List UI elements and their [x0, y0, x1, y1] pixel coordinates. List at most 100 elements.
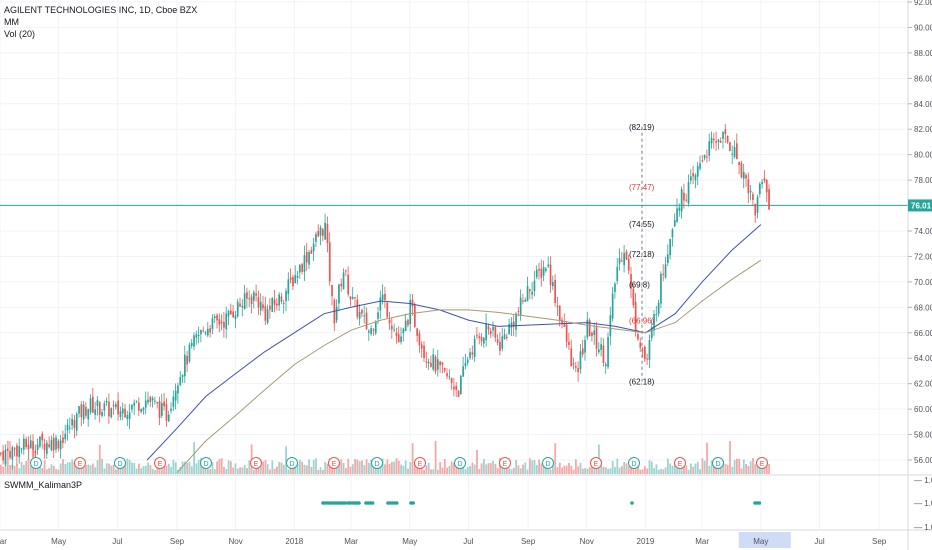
- candle-body: [706, 156, 708, 158]
- candle-body: [671, 229, 674, 238]
- event-marker-earnings[interactable]: E: [250, 457, 262, 469]
- event-marker-dividend[interactable]: D: [454, 457, 466, 469]
- candlesticks[interactable]: [0, 124, 770, 470]
- price-tick-label: 84.00: [914, 100, 932, 109]
- volume-bar: [547, 467, 550, 474]
- candle-body: [305, 251, 308, 263]
- volume-bar: [253, 469, 255, 474]
- candle-body: [768, 189, 770, 210]
- candle-body: [213, 316, 216, 319]
- candle-body: [36, 444, 39, 451]
- indicator-label[interactable]: SWMM_Kaliman3P: [4, 480, 83, 490]
- study-volume-label[interactable]: Vol (20): [4, 29, 36, 39]
- candle-body: [262, 304, 264, 309]
- candle-body: [570, 348, 573, 367]
- volume-bar: [542, 460, 545, 474]
- candle-body: [623, 253, 625, 266]
- candle-body: [358, 312, 361, 319]
- volume-bar: [616, 458, 619, 474]
- event-marker-earnings[interactable]: E: [154, 457, 166, 469]
- event-marker-label: D: [374, 461, 379, 468]
- event-marker-dividend[interactable]: D: [30, 457, 42, 469]
- volume-bar: [101, 458, 103, 474]
- candle-body: [282, 302, 285, 304]
- volume-bar: [190, 466, 193, 474]
- volume-bar: [315, 458, 317, 474]
- event-marker-earnings[interactable]: E: [756, 457, 768, 469]
- event-marker-dividend[interactable]: D: [200, 457, 212, 469]
- volume-bar: [653, 468, 655, 474]
- volume-bar: [595, 466, 598, 474]
- volume-bar: [432, 469, 435, 474]
- event-marker-dividend[interactable]: D: [286, 457, 298, 469]
- event-marker-dividend[interactable]: D: [712, 457, 724, 469]
- symbol-title[interactable]: AGILENT TECHNOLOGIES INC, 1D, Cboe BZX: [4, 5, 198, 15]
- candle-body: [151, 398, 154, 401]
- candle-body: [197, 334, 200, 336]
- volume-bar: [349, 466, 352, 474]
- event-marker-earnings[interactable]: E: [74, 457, 86, 469]
- fibonacci-annotation[interactable]: (82.19) (77.47) (74.55) (72.18) (69.8) (66.96…: [629, 123, 655, 387]
- candle-body: [650, 327, 653, 339]
- volume-bar: [184, 461, 186, 474]
- candle-body: [637, 334, 639, 340]
- volume-bar: [23, 464, 25, 474]
- event-marker-dividend[interactable]: D: [628, 457, 640, 469]
- candle-body: [149, 396, 152, 402]
- candle-body: [586, 319, 589, 338]
- event-marker-earnings[interactable]: E: [499, 457, 511, 469]
- candle-body: [204, 332, 207, 334]
- event-marker-dividend[interactable]: D: [542, 457, 554, 469]
- time-axis-label: Jul: [814, 537, 824, 546]
- volume-bar: [650, 461, 653, 474]
- volume-bar: [204, 466, 207, 474]
- volume-bar: [742, 459, 745, 474]
- candle-body: [115, 404, 117, 408]
- candle-body: [89, 398, 92, 413]
- event-marker-dividend[interactable]: D: [114, 457, 126, 469]
- price-axis[interactable]: 92.00 90.00 88.00 86.00 84.00 82.00 80.00 78.00…: [908, 0, 932, 465]
- price-tick-label: 72.00: [914, 252, 932, 261]
- candle-body: [349, 296, 352, 300]
- candle-body: [476, 335, 478, 337]
- candle-body: [480, 336, 483, 341]
- event-marker-dividend[interactable]: D: [371, 457, 383, 469]
- event-marker-earnings[interactable]: E: [590, 457, 602, 469]
- candle-body: [729, 142, 731, 151]
- candle-body: [593, 330, 596, 335]
- candle-body: [156, 402, 159, 404]
- candle-body: [678, 207, 681, 211]
- study-ma-label[interactable]: MM: [4, 17, 19, 27]
- candle-body: [273, 299, 276, 305]
- candle-body: [34, 450, 37, 453]
- volume-bar: [55, 469, 57, 474]
- event-marker-earnings[interactable]: E: [414, 457, 426, 469]
- candle-body: [370, 328, 372, 335]
- volume-bar: [289, 463, 292, 474]
- volume-bar: [103, 468, 106, 474]
- candle-body: [747, 179, 750, 194]
- candle-body: [75, 413, 78, 431]
- volume-bar: [255, 466, 258, 474]
- candle-body: [259, 301, 262, 311]
- candle-body: [299, 264, 301, 273]
- candle-body: [715, 141, 717, 143]
- event-marker-earnings[interactable]: E: [674, 457, 686, 469]
- volume-bar: [568, 462, 570, 474]
- candle-body: [558, 305, 561, 321]
- candle-body: [657, 302, 660, 314]
- volume-bar: [641, 469, 644, 474]
- volume-bar: [549, 469, 552, 474]
- candle-body: [400, 336, 402, 342]
- volume-bar: [673, 461, 676, 474]
- candle-body: [581, 348, 584, 355]
- volume-bar: [404, 460, 407, 474]
- candle-body: [416, 328, 418, 336]
- candle-body: [232, 311, 234, 318]
- volume-bar: [331, 467, 333, 474]
- candle-body: [39, 436, 41, 447]
- event-marker-earnings[interactable]: E: [328, 457, 340, 469]
- time-axis[interactable]: Mar May Jul Sep Nov 2018 Mar May Jul Sep Nov 2019 Ma…: [0, 532, 887, 548]
